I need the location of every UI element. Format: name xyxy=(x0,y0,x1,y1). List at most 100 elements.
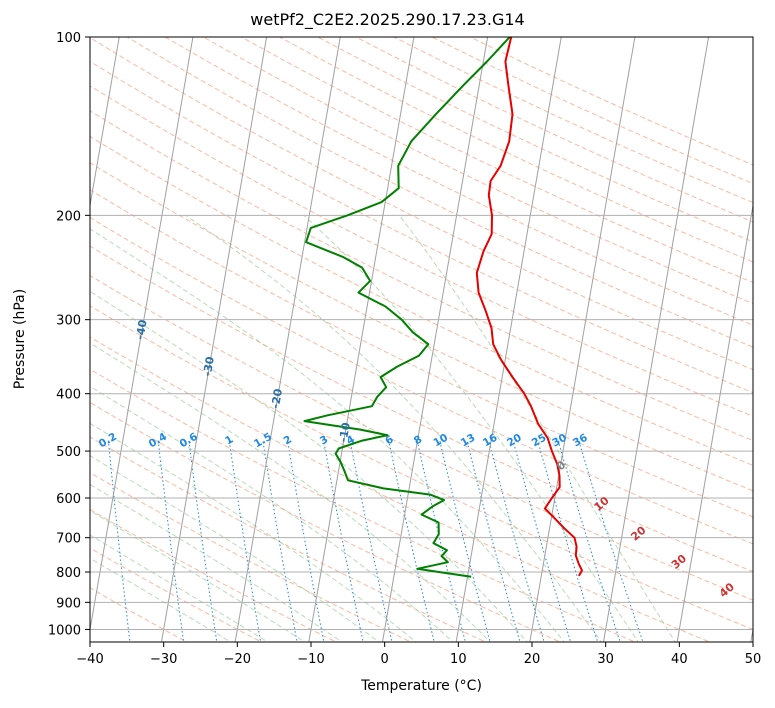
mixing-ratio-line xyxy=(466,440,521,642)
y-tick-label: 100 xyxy=(56,31,81,46)
dry-adiabat xyxy=(90,37,753,371)
x-tick-label: 0 xyxy=(381,652,389,667)
isotherm-line xyxy=(529,37,636,642)
mixing-ratio-label: 10 xyxy=(431,432,450,450)
y-tick-label: 200 xyxy=(56,209,81,224)
y-tick-label: 1000 xyxy=(48,623,81,638)
mixing-ratio-line xyxy=(287,440,325,642)
dry-adiabat xyxy=(393,37,753,204)
isotherm-line xyxy=(455,37,562,642)
moist-adiabat xyxy=(185,214,602,642)
moist-adiabat-label: 40 xyxy=(717,580,737,600)
dry-adiabat xyxy=(90,60,753,394)
moist-adiabat xyxy=(90,534,269,642)
profile-line-1 xyxy=(475,37,583,577)
dry-adiabat xyxy=(355,37,753,223)
y-tick-label: 400 xyxy=(56,388,81,403)
y-tick-label: 500 xyxy=(56,445,81,460)
isotherm-line xyxy=(90,37,120,209)
moist-adiabat-label: 20 xyxy=(628,523,648,543)
mixing-ratio-line xyxy=(157,440,185,642)
x-tick-label: −40 xyxy=(76,652,103,667)
isotherm-label: -60 xyxy=(0,242,16,264)
isotherm-label: -10 xyxy=(337,421,353,443)
isotherm-line xyxy=(234,37,341,642)
mixing-ratio-line xyxy=(262,440,298,642)
isotherm-label: -50 xyxy=(67,279,83,301)
dry-adiabat xyxy=(90,305,753,630)
mixing-ratio-label: 0.4 xyxy=(147,431,169,451)
dry-adiabat xyxy=(90,189,753,518)
moist-adiabat-label: 30 xyxy=(669,552,689,572)
moist-adiabat xyxy=(398,214,676,642)
x-tick-label: −10 xyxy=(297,652,324,667)
isotherm-line xyxy=(308,37,415,642)
dry-adiabat xyxy=(90,275,753,601)
dry-adiabat xyxy=(90,85,753,417)
mixing-ratio-line xyxy=(439,440,491,642)
dry-adiabat xyxy=(90,336,711,642)
moist-adiabat xyxy=(90,385,454,642)
x-tick-label: 40 xyxy=(671,652,688,667)
mixing-ratio-label: 16 xyxy=(481,432,500,450)
moist-adiabat xyxy=(90,455,380,642)
x-tick-label: 30 xyxy=(597,652,614,667)
dry-adiabat xyxy=(90,401,562,642)
mixing-ratio-label: 0.2 xyxy=(97,431,119,451)
plot-frame xyxy=(89,36,754,643)
mixing-ratio-line xyxy=(557,440,621,642)
moist-adiabat xyxy=(90,510,306,642)
mixing-ratio-label: 13 xyxy=(459,432,478,450)
mixing-ratio-line xyxy=(188,440,218,642)
y-tick-label: 700 xyxy=(56,532,81,547)
dry-adiabat xyxy=(90,110,753,442)
moist-adiabat xyxy=(90,290,528,642)
dry-adiabat xyxy=(90,547,263,642)
y-tick-label: 600 xyxy=(56,492,81,507)
mixing-ratio-line xyxy=(349,440,393,642)
moist-adiabat xyxy=(90,483,343,642)
isotherm-line xyxy=(676,202,753,642)
moist-adiabat xyxy=(90,342,491,642)
y-tick-label: 900 xyxy=(56,596,81,611)
mixing-ratio-line xyxy=(323,440,364,642)
dry-adiabat xyxy=(90,135,753,466)
profile-line-2 xyxy=(303,37,511,578)
dry-adiabat xyxy=(203,37,753,305)
x-tick-label: 50 xyxy=(745,652,762,667)
isotherm-label: -20 xyxy=(269,387,285,409)
mixing-ratio-line xyxy=(107,440,131,642)
mixing-ratio-label: 20 xyxy=(505,432,524,450)
mixing-ratio-label: 1.5 xyxy=(252,431,274,451)
moist-adiabat xyxy=(90,422,417,642)
dry-adiabat xyxy=(90,245,753,573)
moist-adiabat xyxy=(90,228,565,642)
isotherm-line xyxy=(90,37,194,633)
mixing-ratio-line xyxy=(578,440,644,642)
isotherm-label: -30 xyxy=(201,355,217,377)
dry-adiabat xyxy=(90,508,338,642)
x-tick-label: −20 xyxy=(224,652,251,667)
mixing-ratio-label: 8 xyxy=(412,433,424,447)
dry-adiabat xyxy=(90,162,753,492)
x-tick-label: −30 xyxy=(150,652,177,667)
mixing-ratio-line xyxy=(388,440,435,642)
y-tick-label: 800 xyxy=(56,566,81,581)
dry-adiabat xyxy=(90,472,412,642)
y-axis-label: Pressure (hPa) xyxy=(12,288,28,390)
dry-adiabat xyxy=(164,37,753,326)
moist-adiabat xyxy=(90,557,232,642)
x-tick-label: 20 xyxy=(524,652,541,667)
dry-adiabat xyxy=(317,37,753,243)
isotherm-line xyxy=(381,37,489,642)
chart-title: wetPf2_C2E2.2025.290.17.23.G14 xyxy=(250,10,525,29)
y-tick-label: 300 xyxy=(56,314,81,329)
dry-adiabat xyxy=(90,217,753,545)
moist-adiabat xyxy=(303,214,639,642)
isotherm-line xyxy=(160,37,268,642)
x-axis-label: Temperature (°C) xyxy=(361,678,482,694)
isotherm-line xyxy=(602,37,710,642)
isotherm-line xyxy=(750,626,753,642)
dry-adiabat xyxy=(126,37,753,348)
